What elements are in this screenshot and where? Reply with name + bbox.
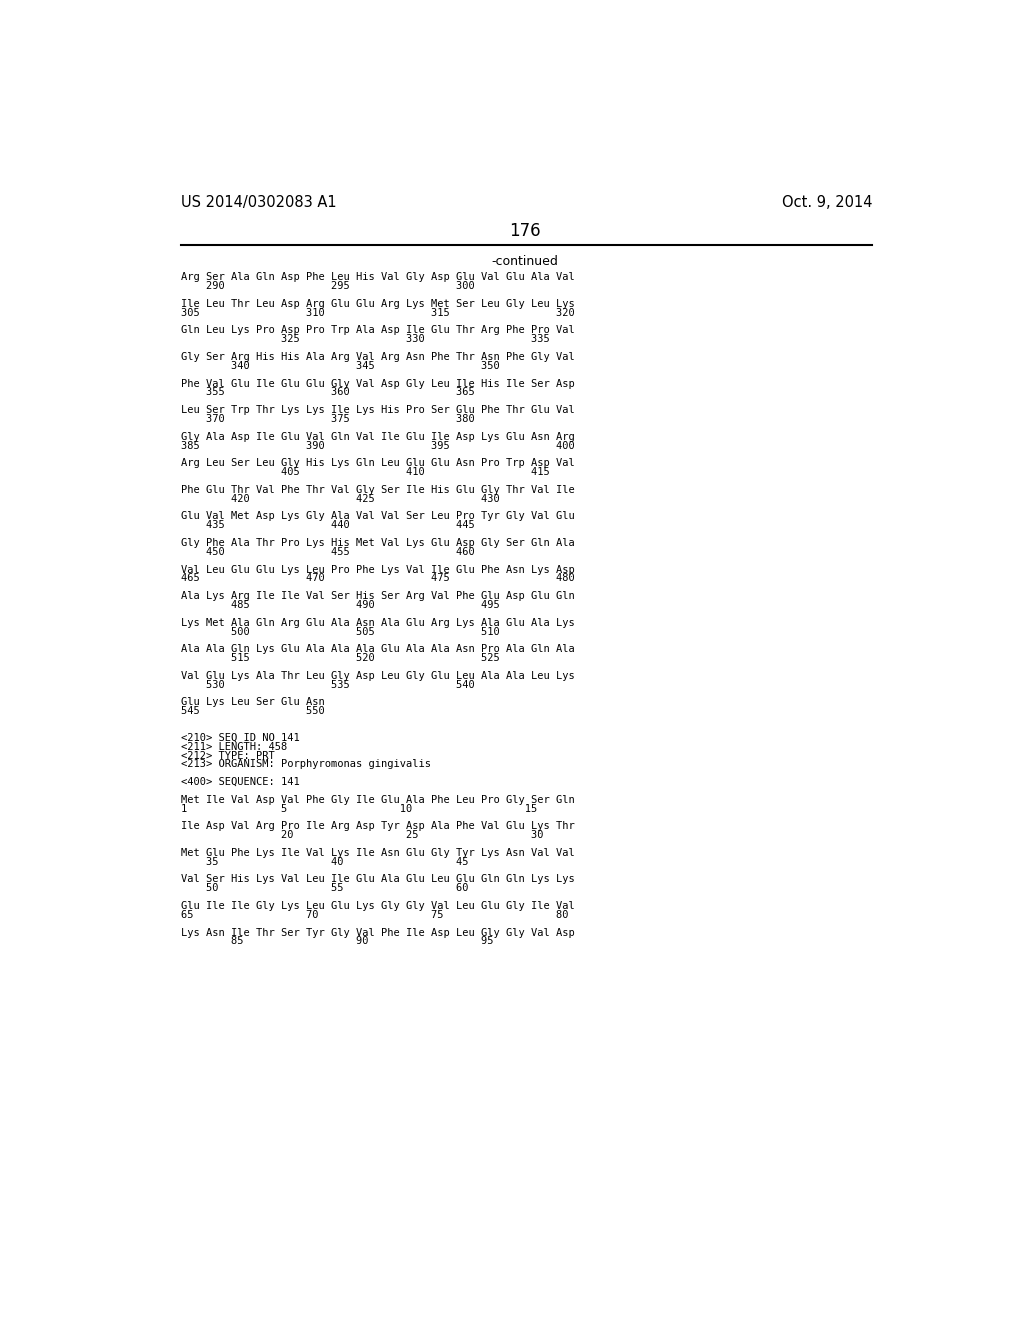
Text: Glu Lys Leu Ser Glu Asn: Glu Lys Leu Ser Glu Asn bbox=[180, 697, 325, 708]
Text: Phe Glu Thr Val Phe Thr Val Gly Ser Ile His Glu Gly Thr Val Ile: Phe Glu Thr Val Phe Thr Val Gly Ser Ile … bbox=[180, 484, 574, 495]
Text: <400> SEQUENCE: 141: <400> SEQUENCE: 141 bbox=[180, 777, 299, 787]
Text: Phe Val Glu Ile Glu Glu Gly Val Asp Gly Leu Ile His Ile Ser Asp: Phe Val Glu Ile Glu Glu Gly Val Asp Gly … bbox=[180, 379, 574, 388]
Text: Ala Ala Gln Lys Glu Ala Ala Ala Glu Ala Ala Asn Pro Ala Gln Ala: Ala Ala Gln Lys Glu Ala Ala Ala Glu Ala … bbox=[180, 644, 574, 655]
Text: 530                 535                 540: 530 535 540 bbox=[180, 680, 474, 689]
Text: Ile Asp Val Arg Pro Ile Arg Asp Tyr Asp Ala Phe Val Glu Lys Thr: Ile Asp Val Arg Pro Ile Arg Asp Tyr Asp … bbox=[180, 821, 574, 832]
Text: Leu Ser Trp Thr Lys Lys Ile Lys His Pro Ser Glu Phe Thr Glu Val: Leu Ser Trp Thr Lys Lys Ile Lys His Pro … bbox=[180, 405, 574, 416]
Text: Ile Leu Thr Leu Asp Arg Glu Glu Arg Lys Met Ser Leu Gly Leu Lys: Ile Leu Thr Leu Asp Arg Glu Glu Arg Lys … bbox=[180, 298, 574, 309]
Text: 1               5                  10                  15: 1 5 10 15 bbox=[180, 804, 537, 813]
Text: Gly Ser Arg His His Ala Arg Val Arg Asn Phe Thr Asn Phe Gly Val: Gly Ser Arg His His Ala Arg Val Arg Asn … bbox=[180, 352, 574, 362]
Text: Lys Asn Ile Thr Ser Tyr Gly Val Phe Ile Asp Leu Gly Gly Val Asp: Lys Asn Ile Thr Ser Tyr Gly Val Phe Ile … bbox=[180, 928, 574, 937]
Text: Gly Ala Asp Ile Glu Val Gln Val Ile Glu Ile Asp Lys Glu Asn Arg: Gly Ala Asp Ile Glu Val Gln Val Ile Glu … bbox=[180, 432, 574, 442]
Text: 176: 176 bbox=[509, 222, 541, 239]
Text: Val Ser His Lys Val Leu Ile Glu Ala Glu Leu Glu Gln Gln Lys Lys: Val Ser His Lys Val Leu Ile Glu Ala Glu … bbox=[180, 875, 574, 884]
Text: 35                  40                  45: 35 40 45 bbox=[180, 857, 468, 867]
Text: US 2014/0302083 A1: US 2014/0302083 A1 bbox=[180, 195, 336, 210]
Text: 435                 440                 445: 435 440 445 bbox=[180, 520, 474, 531]
Text: Met Glu Phe Lys Ile Val Lys Ile Asn Glu Gly Tyr Lys Asn Val Val: Met Glu Phe Lys Ile Val Lys Ile Asn Glu … bbox=[180, 847, 574, 858]
Text: 50                  55                  60: 50 55 60 bbox=[180, 883, 468, 894]
Text: Gly Phe Ala Thr Pro Lys His Met Val Lys Glu Asp Gly Ser Gln Ala: Gly Phe Ala Thr Pro Lys His Met Val Lys … bbox=[180, 539, 574, 548]
Text: 485                 490                 495: 485 490 495 bbox=[180, 601, 500, 610]
Text: 465                 470                 475                 480: 465 470 475 480 bbox=[180, 573, 574, 583]
Text: 405                 410                 415: 405 410 415 bbox=[180, 467, 550, 477]
Text: 290                 295                 300: 290 295 300 bbox=[180, 281, 474, 292]
Text: 85                  90                  95: 85 90 95 bbox=[180, 936, 494, 946]
Text: Gln Leu Lys Pro Asp Pro Trp Ala Asp Ile Glu Thr Arg Phe Pro Val: Gln Leu Lys Pro Asp Pro Trp Ala Asp Ile … bbox=[180, 326, 574, 335]
Text: 545                 550: 545 550 bbox=[180, 706, 325, 717]
Text: -continued: -continued bbox=[492, 255, 558, 268]
Text: 65                  70                  75                  80: 65 70 75 80 bbox=[180, 909, 568, 920]
Text: <212> TYPE: PRT: <212> TYPE: PRT bbox=[180, 751, 274, 760]
Text: Lys Met Ala Gln Arg Glu Ala Asn Ala Glu Arg Lys Ala Glu Ala Lys: Lys Met Ala Gln Arg Glu Ala Asn Ala Glu … bbox=[180, 618, 574, 628]
Text: 370                 375                 380: 370 375 380 bbox=[180, 414, 474, 424]
Text: 515                 520                 525: 515 520 525 bbox=[180, 653, 500, 663]
Text: Ala Lys Arg Ile Ile Val Ser His Ser Arg Val Phe Glu Asp Glu Gln: Ala Lys Arg Ile Ile Val Ser His Ser Arg … bbox=[180, 591, 574, 601]
Text: 450                 455                 460: 450 455 460 bbox=[180, 546, 474, 557]
Text: 385                 390                 395                 400: 385 390 395 400 bbox=[180, 441, 574, 450]
Text: Glu Ile Ile Gly Lys Leu Glu Lys Gly Gly Val Leu Glu Gly Ile Val: Glu Ile Ile Gly Lys Leu Glu Lys Gly Gly … bbox=[180, 902, 574, 911]
Text: 355                 360                 365: 355 360 365 bbox=[180, 388, 474, 397]
Text: Val Glu Lys Ala Thr Leu Gly Asp Leu Gly Glu Leu Ala Ala Leu Lys: Val Glu Lys Ala Thr Leu Gly Asp Leu Gly … bbox=[180, 671, 574, 681]
Text: Arg Ser Ala Gln Asp Phe Leu His Val Gly Asp Glu Val Glu Ala Val: Arg Ser Ala Gln Asp Phe Leu His Val Gly … bbox=[180, 272, 574, 282]
Text: Val Leu Glu Glu Lys Leu Pro Phe Lys Val Ile Glu Phe Asn Lys Asp: Val Leu Glu Glu Lys Leu Pro Phe Lys Val … bbox=[180, 565, 574, 574]
Text: <213> ORGANISM: Porphyromonas gingivalis: <213> ORGANISM: Porphyromonas gingivalis bbox=[180, 759, 431, 770]
Text: <211> LENGTH: 458: <211> LENGTH: 458 bbox=[180, 742, 287, 751]
Text: 340                 345                 350: 340 345 350 bbox=[180, 360, 500, 371]
Text: 500                 505                 510: 500 505 510 bbox=[180, 627, 500, 636]
Text: 325                 330                 335: 325 330 335 bbox=[180, 334, 550, 345]
Text: 420                 425                 430: 420 425 430 bbox=[180, 494, 500, 504]
Text: Arg Leu Ser Leu Gly His Lys Gln Leu Glu Glu Asn Pro Trp Asp Val: Arg Leu Ser Leu Gly His Lys Gln Leu Glu … bbox=[180, 458, 574, 469]
Text: <210> SEQ ID NO 141: <210> SEQ ID NO 141 bbox=[180, 733, 299, 743]
Text: Glu Val Met Asp Lys Gly Ala Val Val Ser Leu Pro Tyr Gly Val Glu: Glu Val Met Asp Lys Gly Ala Val Val Ser … bbox=[180, 511, 574, 521]
Text: 305                 310                 315                 320: 305 310 315 320 bbox=[180, 308, 574, 318]
Text: Oct. 9, 2014: Oct. 9, 2014 bbox=[781, 195, 872, 210]
Text: Met Ile Val Asp Val Phe Gly Ile Glu Ala Phe Leu Pro Gly Ser Gln: Met Ile Val Asp Val Phe Gly Ile Glu Ala … bbox=[180, 795, 574, 805]
Text: 20                  25                  30: 20 25 30 bbox=[180, 830, 543, 841]
